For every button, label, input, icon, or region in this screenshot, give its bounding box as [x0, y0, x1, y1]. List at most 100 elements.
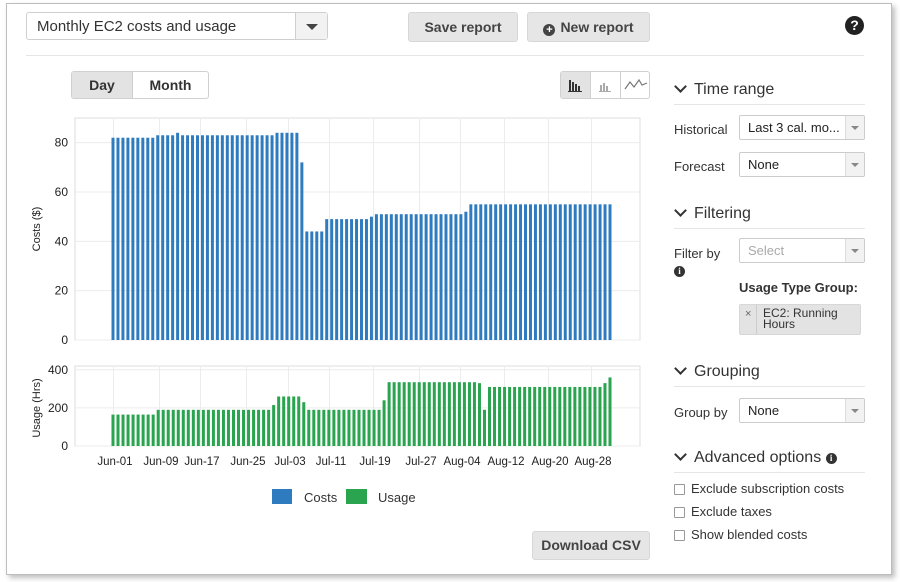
- costs-bar: [131, 137, 135, 340]
- group-by-select[interactable]: None: [739, 398, 865, 423]
- costs-bar: [280, 132, 284, 340]
- costs-bar: [474, 204, 478, 340]
- usage-bar: [171, 409, 175, 446]
- costs-bar: [171, 135, 175, 340]
- day-button[interactable]: Day: [72, 72, 133, 98]
- costs-bar: [141, 137, 145, 340]
- usage-bar: [242, 409, 246, 446]
- exclude-subscription-checkbox[interactable]: [674, 484, 685, 495]
- x-tick-label: Jul-03: [274, 456, 305, 468]
- usage-bar: [252, 409, 256, 446]
- usage-bar: [272, 405, 276, 446]
- costs-bar: [553, 204, 557, 340]
- x-tick-label: Aug-28: [574, 456, 611, 468]
- usage-bar: [327, 409, 331, 446]
- costs-bar: [156, 135, 160, 340]
- usage-bar: [131, 414, 135, 446]
- new-report-button[interactable]: + New report: [527, 12, 650, 42]
- exclude-taxes-checkbox[interactable]: [674, 507, 685, 518]
- save-report-label: Save report: [424, 19, 502, 35]
- forecast-select[interactable]: None: [739, 152, 865, 177]
- advanced-options-header[interactable]: Advanced options i: [674, 448, 837, 467]
- show-blended-checkbox[interactable]: [674, 530, 685, 541]
- costs-bar: [573, 204, 577, 340]
- historical-label: Historical: [674, 122, 728, 137]
- usage-ytick-label: 400: [48, 363, 68, 377]
- download-csv-button[interactable]: Download CSV: [532, 531, 650, 560]
- historical-select[interactable]: Last 3 cal. mo...: [739, 115, 865, 140]
- costs-bar: [409, 214, 413, 340]
- usage-bar: [191, 409, 195, 446]
- filter-select[interactable]: Select: [739, 238, 865, 263]
- costs-bar: [399, 214, 403, 340]
- usage-bar: [603, 383, 607, 446]
- usage-bar: [588, 386, 592, 446]
- bar-chart-icon[interactable]: [561, 72, 590, 98]
- chevron-down-icon[interactable]: [295, 13, 327, 39]
- info-icon[interactable]: i: [825, 453, 837, 464]
- usage-bar: [407, 382, 411, 446]
- usage-bar: [347, 409, 351, 446]
- usage-bar: [322, 409, 326, 446]
- costs-bar: [499, 204, 503, 340]
- help-icon[interactable]: ?: [845, 16, 864, 35]
- costs-bar: [519, 204, 523, 340]
- costs-bar: [404, 214, 408, 340]
- grouping-header[interactable]: Grouping: [674, 362, 760, 381]
- costs-bar: [355, 219, 359, 340]
- costs-bar: [578, 204, 582, 340]
- usage-ytick-label: 200: [48, 401, 68, 415]
- usage-bar: [397, 382, 401, 446]
- close-icon[interactable]: ×: [745, 308, 752, 320]
- costs-bar: [489, 204, 493, 340]
- usage-bar: [257, 409, 261, 446]
- usage-bar: [568, 386, 572, 446]
- usage-bar: [533, 386, 537, 446]
- usage-bar: [151, 414, 155, 446]
- costs-bar: [504, 204, 508, 340]
- usage-bar: [226, 409, 230, 446]
- chevron-down-icon: [674, 80, 687, 93]
- costs-bar: [603, 204, 607, 340]
- costs-bar: [245, 135, 249, 340]
- granularity-toggle: Day Month: [71, 71, 209, 99]
- usage-bar: [573, 386, 577, 446]
- usage-bar: [578, 386, 582, 446]
- usage-bar: [362, 409, 366, 446]
- usage-bar: [608, 377, 612, 446]
- costs-bar: [146, 137, 150, 340]
- x-tick-label: Jul-19: [359, 456, 390, 468]
- usage-bar: [472, 382, 476, 446]
- usage-bar: [166, 409, 170, 446]
- usage-bar: [432, 382, 436, 446]
- stacked-bar-chart-icon[interactable]: [590, 72, 620, 98]
- line-chart-icon[interactable]: [620, 72, 649, 98]
- month-button[interactable]: Month: [149, 77, 192, 93]
- costs-bar: [265, 135, 269, 340]
- filtering-header[interactable]: Filtering: [674, 204, 751, 223]
- costs-bar: [295, 132, 299, 340]
- costs-bar: [444, 214, 448, 340]
- usage-ytick-label: 0: [61, 439, 68, 453]
- chevron-down-icon: [674, 448, 687, 461]
- usage-bar: [382, 400, 386, 446]
- costs-bar: [186, 135, 190, 340]
- costs-bar: [384, 214, 388, 340]
- usage-bar: [221, 409, 225, 446]
- save-report-button[interactable]: Save report: [408, 12, 518, 42]
- costs-bar: [419, 214, 423, 340]
- info-icon[interactable]: i: [674, 266, 685, 277]
- usage-bar: [387, 382, 391, 446]
- usage-bar: [462, 382, 466, 446]
- costs-bar: [335, 219, 339, 340]
- usage-bar: [518, 386, 522, 446]
- time-range-header[interactable]: Time range: [674, 80, 774, 99]
- report-select[interactable]: Monthly EC2 costs and usage: [26, 12, 328, 40]
- costs-bar: [439, 214, 443, 340]
- usage-bar: [237, 409, 241, 446]
- costs-ytick-label: 20: [55, 284, 69, 298]
- usage-bar: [417, 382, 421, 446]
- costs-bar: [215, 135, 219, 340]
- usage-bar: [447, 382, 451, 446]
- costs-bar: [210, 135, 214, 340]
